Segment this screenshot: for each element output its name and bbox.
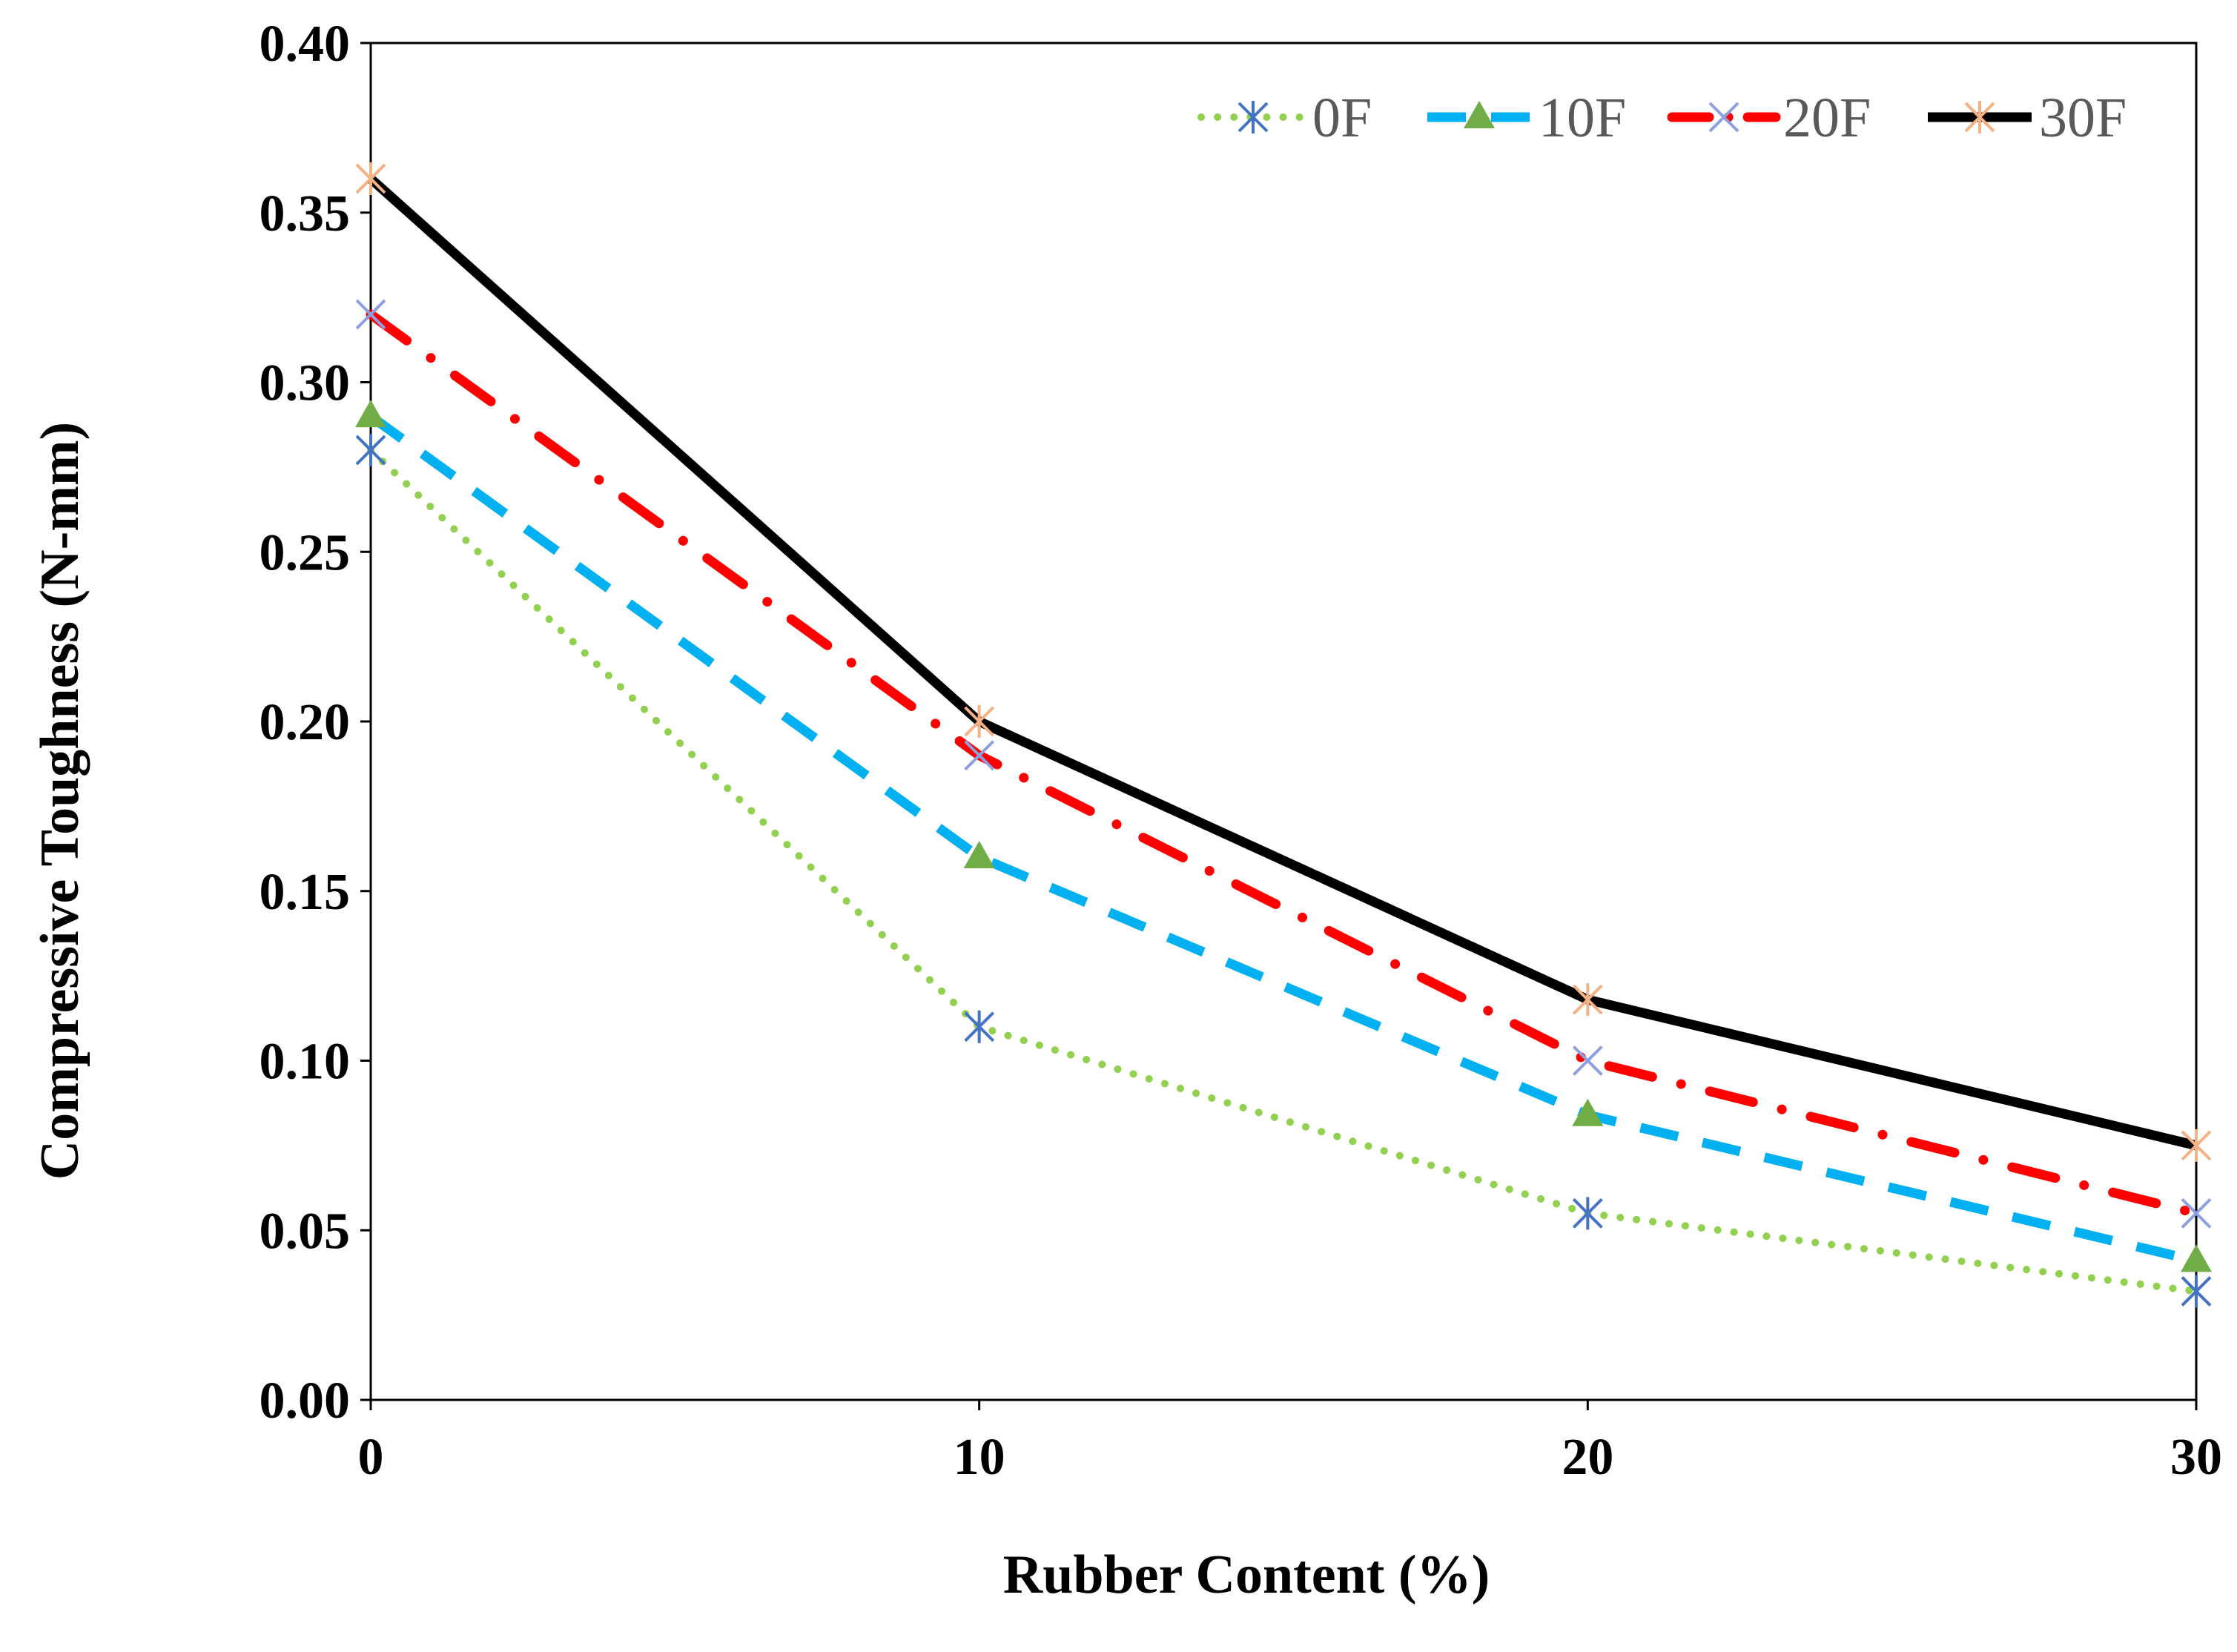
- x-tick-label: 10: [954, 1429, 1005, 1486]
- y-tick-label: 0.35: [260, 185, 351, 242]
- data-point-20f: [355, 299, 386, 330]
- legend-item-0f: 0F: [1197, 87, 1372, 149]
- y-tick-label: 0.05: [260, 1203, 351, 1260]
- legend-item-20f: 20F: [1667, 87, 1871, 149]
- legend-item-30f: 30F: [1928, 87, 2127, 149]
- data-point-10f: [355, 400, 386, 428]
- y-tick-label: 0.10: [260, 1034, 351, 1091]
- data-point-10f: [2181, 1244, 2212, 1272]
- data-point-20f: [1572, 1045, 1603, 1076]
- legend: 0F 10F 20F 30F: [1197, 87, 2127, 149]
- legend-marker-30f: [1964, 101, 1995, 133]
- data-point-20f: [2181, 1197, 2212, 1229]
- data-point-10f: [1572, 1098, 1604, 1126]
- data-point-0f: [2181, 1275, 2212, 1308]
- legend-marker-0f: [1238, 101, 1269, 133]
- data-point-0f: [1572, 1197, 1603, 1230]
- y-tick-label: 0.30: [260, 355, 351, 412]
- data-point-30f: [1572, 983, 1603, 1017]
- series-line-30f: [367, 175, 2198, 1151]
- series-markers: [355, 162, 2212, 1308]
- legend-label-20f: 20F: [1783, 87, 1871, 149]
- x-tick-label: 30: [2170, 1429, 2222, 1486]
- y-axis-title: Compressive Toughness (N-mm): [30, 422, 90, 1180]
- data-point-0f: [964, 1010, 995, 1043]
- x-tick-label: 0: [358, 1429, 384, 1486]
- legend-label-0f: 0F: [1312, 87, 1372, 149]
- data-point-30f: [2181, 1129, 2212, 1162]
- series-lines: [366, 175, 2201, 1295]
- y-axis-ticks: 0.00 0.05 0.10 0.15 0.20 0.25 0.30 0.35 0.40: [260, 16, 371, 1430]
- x-tick-label: 20: [1562, 1429, 1613, 1486]
- legend-label-10f: 10F: [1539, 87, 1626, 149]
- plot-area: [369, 42, 2198, 1401]
- x-axis-title: Rubber Content (%): [1003, 1544, 1490, 1605]
- legend-label-30f: 30F: [2039, 87, 2127, 149]
- y-tick-label: 0.25: [260, 524, 351, 581]
- series-line-10f: [368, 412, 2198, 1266]
- y-tick-label: 0.40: [260, 16, 351, 73]
- y-tick-label: 0.00: [260, 1372, 351, 1430]
- data-point-0f: [355, 434, 386, 466]
- legend-marker-10f: [1464, 101, 1495, 128]
- data-point-20f: [964, 740, 995, 771]
- data-point-10f: [963, 841, 995, 868]
- data-point-30f: [355, 162, 386, 195]
- data-point-30f: [964, 705, 995, 738]
- y-tick-label: 0.15: [260, 864, 351, 921]
- x-axis-ticks: 0 10 20 30: [358, 1400, 2222, 1486]
- y-tick-label: 0.20: [260, 694, 351, 751]
- legend-item-10f: 10F: [1427, 87, 1626, 149]
- legend-marker-20f: [1708, 102, 1739, 133]
